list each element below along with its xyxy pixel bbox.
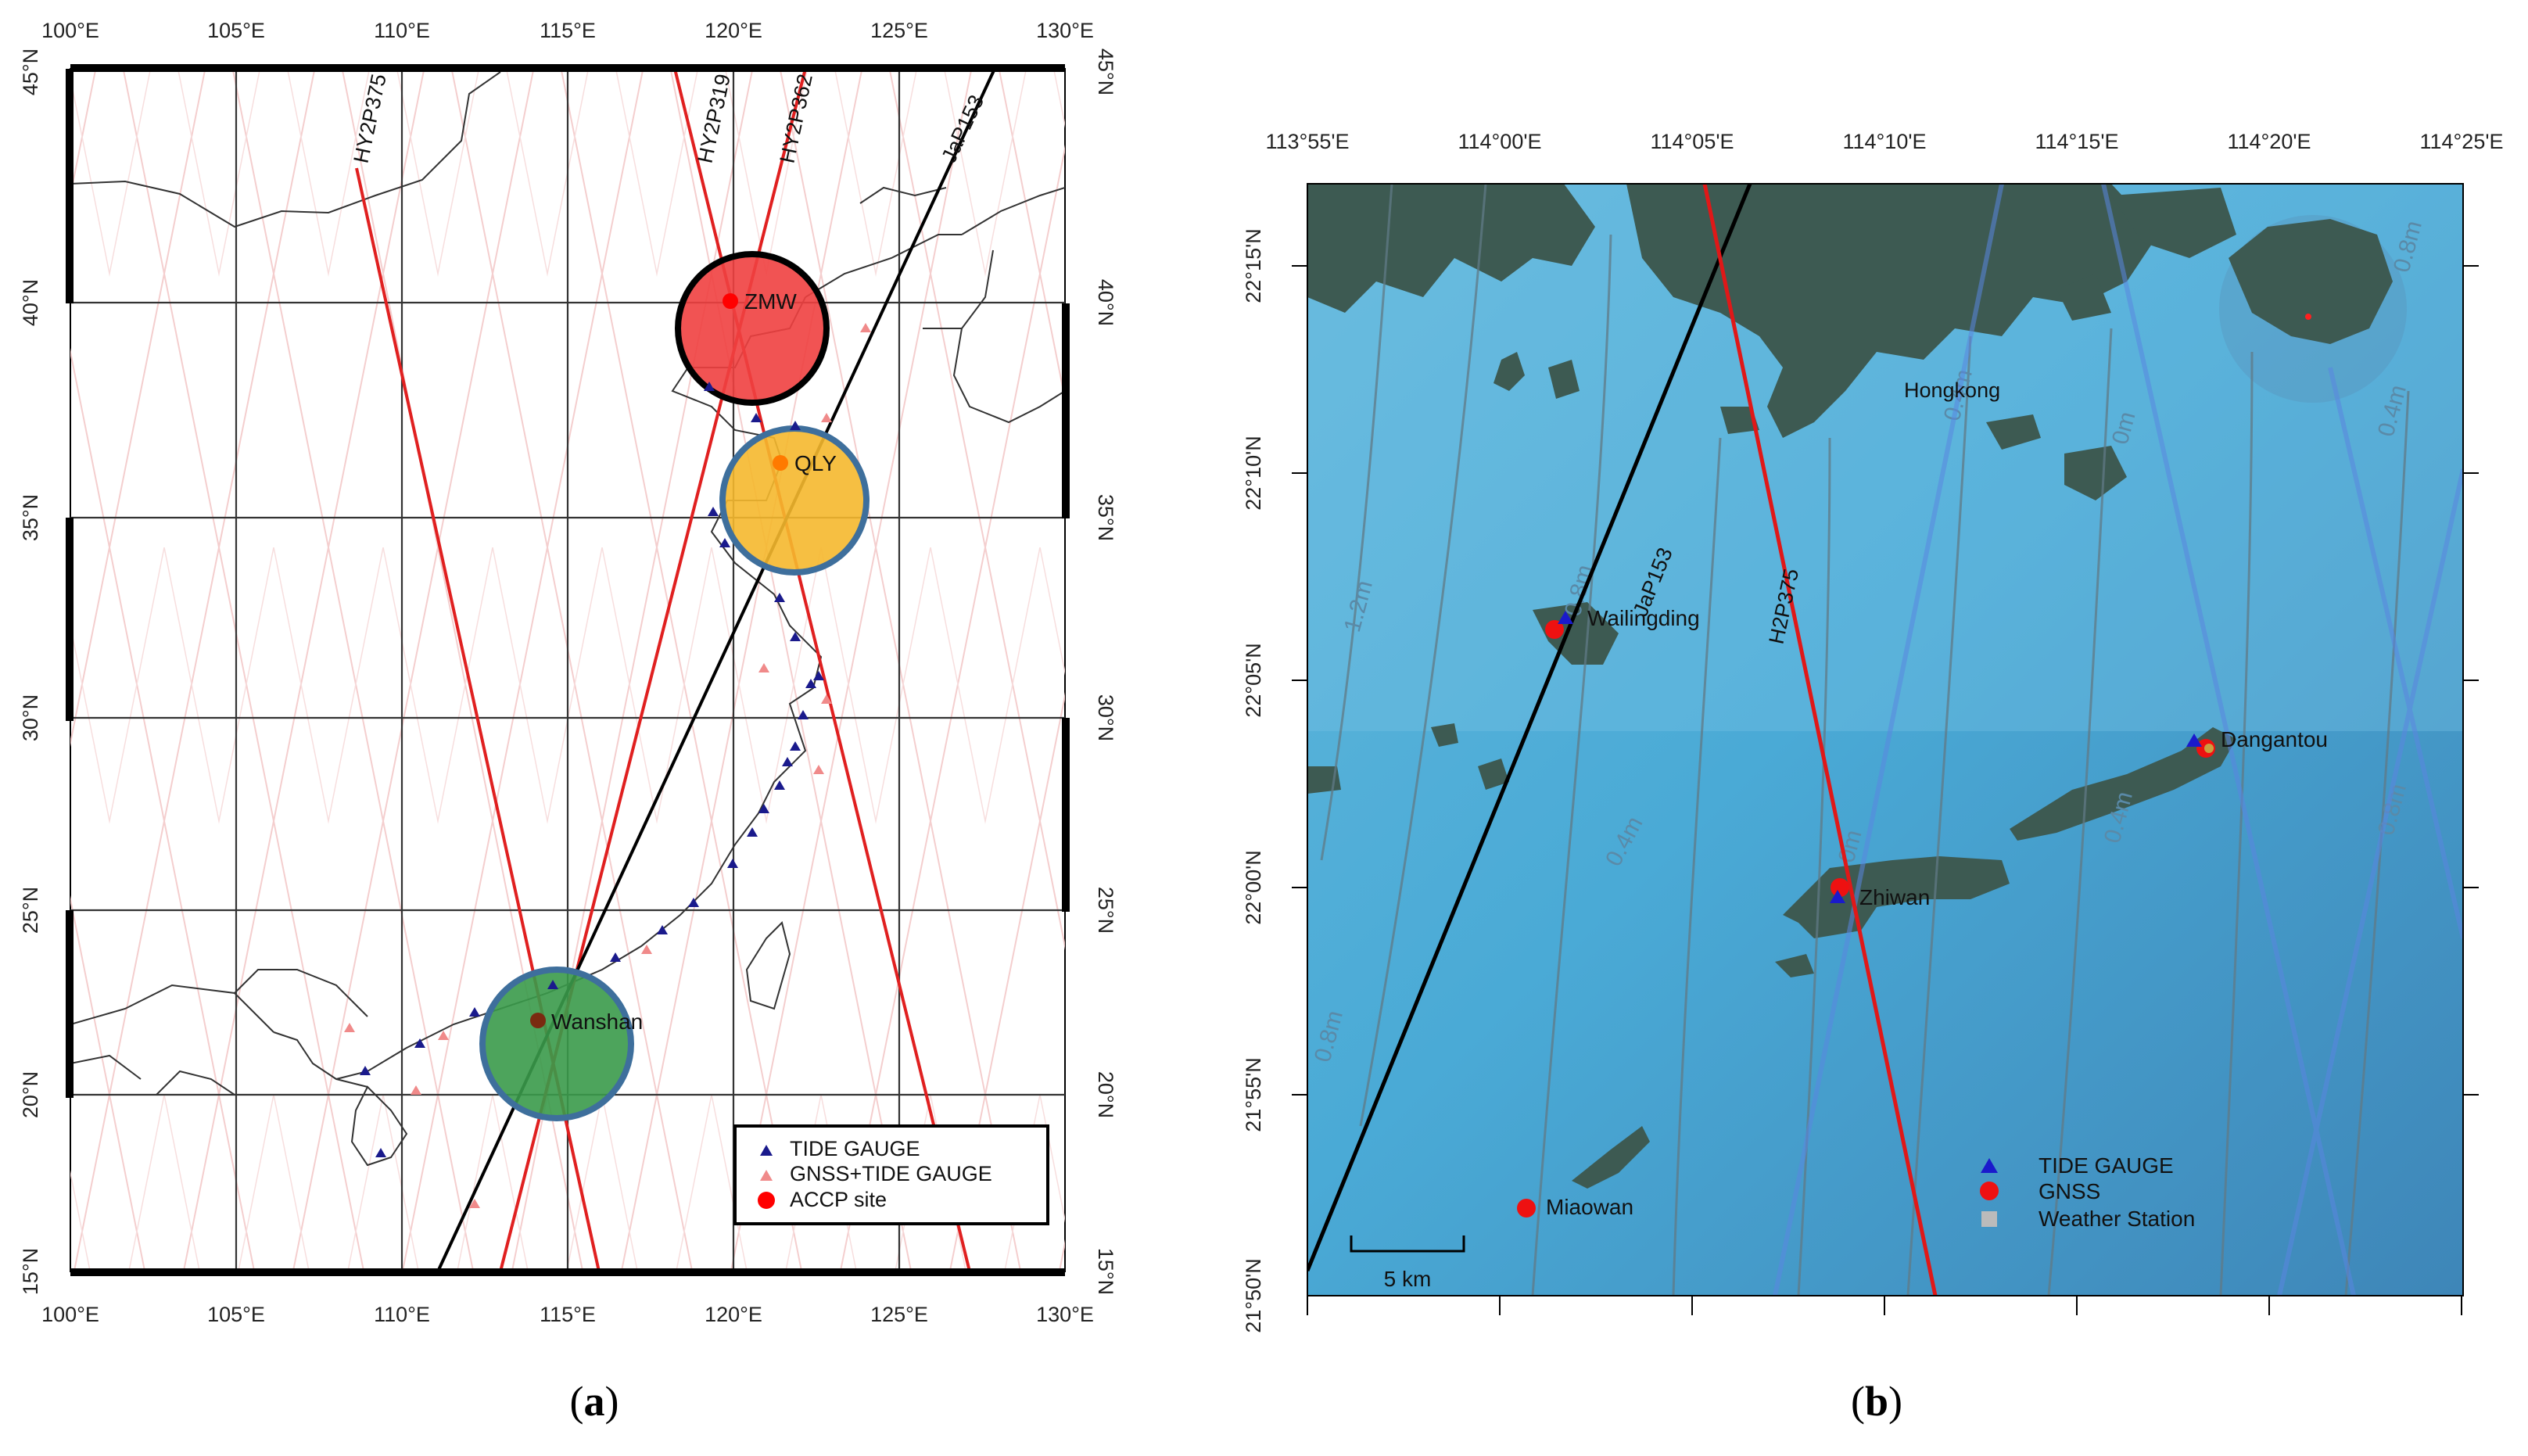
station-dangantou: Dangantou: [2221, 727, 2328, 751]
svg-text:130°E: 130°E: [1036, 1303, 1094, 1326]
panel-b-lat-ticks-left: 21°50'N 21°55'N 22°00'N 22°05'N 22°10'N …: [1242, 228, 1265, 1333]
svg-text:125°E: 125°E: [870, 1303, 928, 1326]
place-label-hongkong: Hongkong: [1904, 378, 2000, 402]
svg-text:114°10'E: 114°10'E: [1842, 130, 1926, 153]
svg-text:114°25'E: 114°25'E: [2419, 130, 2503, 153]
panel-b-legend: TIDE GAUGE GNSS Weather Station: [1980, 1153, 2195, 1231]
svg-text:130°E: 130°E: [1036, 19, 1094, 42]
site-circle-zmw: [675, 251, 830, 406]
svg-text:100°E: 100°E: [41, 19, 99, 42]
svg-text:22°05'N: 22°05'N: [1242, 643, 1265, 718]
panel-a-lat-ticks-right: 15°N 20°N 25°N 30°N 35°N 40°N 45°N: [1094, 48, 1117, 1295]
site-label-wanshan: Wanshan: [551, 1010, 643, 1034]
svg-text:15°N: 15°N: [19, 1248, 42, 1295]
gnss-tide-gauge-markers: [344, 323, 871, 1208]
panel-a-map: ZMW QLY Wanshan: [19, 19, 1117, 1425]
svg-text:114°15'E: 114°15'E: [2035, 130, 2118, 153]
svg-text:20°N: 20°N: [1094, 1071, 1117, 1118]
svg-text:120°E: 120°E: [705, 1303, 762, 1326]
svg-text:113°55'E: 113°55'E: [1265, 130, 1349, 153]
svg-text:120°E: 120°E: [705, 19, 762, 42]
legend-b-tide-gauge: TIDE GAUGE: [2039, 1153, 2174, 1178]
site-circle-wanshan: [479, 966, 634, 1121]
svg-text:25°N: 25°N: [19, 887, 42, 934]
svg-text:45°N: 45°N: [19, 48, 42, 95]
legend-b-gnss: GNSS: [2039, 1179, 2100, 1203]
legend-b-weather: Weather Station: [2039, 1207, 2195, 1231]
svg-text:30°N: 30°N: [1094, 694, 1117, 741]
svg-text:114°20'E: 114°20'E: [2227, 130, 2311, 153]
svg-text:22°10'N: 22°10'N: [1242, 436, 1265, 511]
site-label-zmw: ZMW: [744, 289, 797, 314]
scale-bar: 5 km: [1350, 1235, 1465, 1291]
svg-text:40°N: 40°N: [1094, 279, 1117, 326]
inset-globe: [2219, 215, 2407, 403]
svg-text:15°N: 15°N: [1094, 1248, 1117, 1295]
svg-text:40°N: 40°N: [19, 279, 42, 326]
svg-text:5 km: 5 km: [1384, 1267, 1432, 1291]
track-b-h2p375: [1702, 184, 1938, 1296]
svg-text:30°N: 30°N: [19, 694, 42, 741]
svg-text:22°00'N: 22°00'N: [1242, 850, 1265, 925]
site-circle-qly: [719, 425, 870, 576]
panel-b-map: 1.2m 0.8m 0.4m 0m 0.4m 0.8m 0.8m 0.4m 0m…: [1242, 130, 2504, 1425]
tide-gauge-markers: [360, 382, 824, 1157]
svg-text:21°50'N: 21°50'N: [1242, 1258, 1265, 1333]
svg-text:110°E: 110°E: [374, 19, 430, 42]
svg-text:105°E: 105°E: [207, 1303, 265, 1326]
panel-a-lat-ticks-left: 15°N 20°N 25°N 30°N 35°N 40°N 45°N: [19, 48, 42, 1295]
legend-a-tide-gauge: TIDE GAUGE: [790, 1137, 920, 1160]
other-tracks: [1773, 184, 2463, 1296]
legend-a-accp: ACCP site: [790, 1188, 887, 1211]
station-miaowan: Miaowan: [1546, 1195, 1633, 1219]
track-b-jap153: [1307, 184, 1752, 1271]
panel-a-lon-ticks-bottom: 100°E 105°E 110°E 115°E 120°E 125°E 130°…: [41, 1303, 1094, 1326]
svg-text:21°55'N: 21°55'N: [1242, 1057, 1265, 1132]
svg-text:100°E: 100°E: [41, 1303, 99, 1326]
svg-text:115°E: 115°E: [540, 1303, 596, 1326]
panel-a-lon-ticks-top: 100°E 105°E 110°E 115°E 120°E 125°E 130°…: [41, 19, 1094, 42]
stations: Wailingding Dangantou Zhiwan Miaowan: [1517, 606, 2328, 1219]
site-label-qly: QLY: [794, 451, 837, 475]
svg-text:35°N: 35°N: [1094, 494, 1117, 541]
svg-text:20°N: 20°N: [19, 1071, 42, 1118]
land-masses: [1307, 184, 2236, 1189]
panel-a-legend: TIDE GAUGE GNSS+TIDE GAUGE ACCP site: [733, 1124, 1049, 1225]
station-zhiwan: Zhiwan: [1859, 885, 1930, 909]
svg-text:114°05'E: 114°05'E: [1650, 130, 1734, 153]
caption-b: (b): [1851, 1378, 1902, 1425]
svg-text:105°E: 105°E: [207, 19, 265, 42]
svg-text:110°E: 110°E: [374, 1303, 430, 1326]
coastlines: [70, 71, 1065, 1167]
frame-bars: [66, 64, 1070, 1276]
station-wailingding: Wailingding: [1587, 606, 1700, 630]
panel-b-tick-marks: [1292, 265, 2479, 1315]
svg-text:25°N: 25°N: [1094, 887, 1117, 934]
svg-text:22°15'N: 22°15'N: [1242, 228, 1265, 303]
svg-text:115°E: 115°E: [540, 19, 596, 42]
svg-text:125°E: 125°E: [870, 19, 928, 42]
svg-text:114°00'E: 114°00'E: [1458, 130, 1541, 153]
svg-text:45°N: 45°N: [1094, 48, 1117, 95]
svg-text:35°N: 35°N: [19, 494, 42, 541]
caption-a: (a): [570, 1378, 619, 1425]
panel-b-lon-ticks-top: 113°55'E 114°00'E 114°05'E 114°10'E 114°…: [1265, 130, 2503, 153]
legend-a-gnss-tide: GNSS+TIDE GAUGE: [790, 1162, 992, 1185]
